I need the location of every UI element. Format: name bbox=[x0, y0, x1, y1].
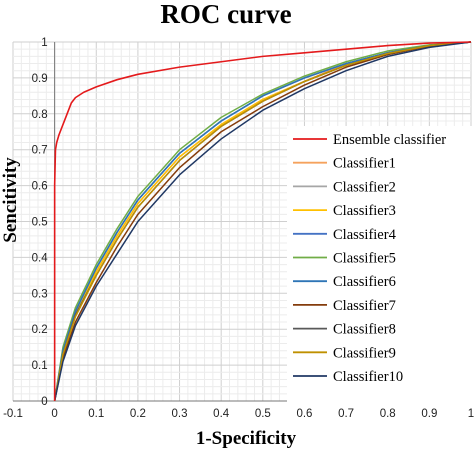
legend-entry: Classifier7 bbox=[333, 298, 396, 314]
legend-entry: Classifier9 bbox=[333, 345, 396, 361]
y-tick-label: 0.5 bbox=[32, 217, 48, 229]
series-line-classifier7 bbox=[53, 41, 472, 402]
series-group bbox=[53, 41, 472, 402]
series-line-classifier5 bbox=[53, 41, 472, 402]
legend-entry: Classifier5 bbox=[333, 251, 396, 267]
y-tick-label: 1 bbox=[41, 37, 47, 49]
x-tick-label: 0.7 bbox=[338, 408, 354, 420]
series-line-ensemble-classifier bbox=[53, 41, 472, 401]
series-line-classifier9 bbox=[53, 41, 472, 402]
y-tick-label: 0.6 bbox=[32, 181, 48, 193]
y-tick-label: 0 bbox=[41, 396, 47, 408]
x-tick-label: 0.1 bbox=[88, 408, 104, 420]
y-tick-label: 0.4 bbox=[32, 252, 49, 264]
chart-title: ROC curve bbox=[160, 0, 291, 29]
tick-labels: -0.1 0 0.1 0.2 0.3 0.4 0.5 0.6 0.7 0.8 0.9 1 0 0.1 0.2… bbox=[3, 37, 474, 420]
legend-entry: Classifier3 bbox=[333, 203, 396, 219]
legend-entry: Classifier10 bbox=[333, 369, 403, 385]
y-tick-label: 0.2 bbox=[32, 324, 48, 336]
legend-entry: Classifier2 bbox=[333, 179, 396, 195]
x-tick-label: 0.3 bbox=[172, 408, 188, 420]
legend: Ensemble classifier Classifier1 Classifier… bbox=[287, 126, 472, 402]
legend-box bbox=[287, 126, 472, 402]
x-tick-label: 1 bbox=[468, 408, 474, 420]
legend-entry: Classifier8 bbox=[333, 322, 396, 338]
x-axis-title: 1-Specificity bbox=[196, 428, 297, 449]
y-axis-title: Sencitivity bbox=[0, 157, 21, 243]
x-tick-label: -0.1 bbox=[3, 408, 23, 420]
x-tick-label: 0.5 bbox=[255, 408, 271, 420]
x-tick-label: 0.4 bbox=[213, 408, 230, 420]
x-tick-label: 0.2 bbox=[130, 408, 146, 420]
legend-entry: Ensemble classifier bbox=[333, 132, 446, 148]
x-tick-label: 0.9 bbox=[421, 408, 437, 420]
legend-entry: Classifier4 bbox=[333, 227, 397, 243]
series-line-classifier6 bbox=[53, 41, 472, 402]
y-tick-label: 0.9 bbox=[32, 73, 48, 85]
series-line-classifier10 bbox=[53, 41, 472, 402]
legend-entry: Classifier1 bbox=[333, 156, 396, 172]
y-tick-label: 0.3 bbox=[32, 288, 48, 300]
legend-entry: Classifier6 bbox=[333, 274, 396, 290]
y-tick-label: 0.1 bbox=[32, 360, 48, 372]
x-tick-label: 0.6 bbox=[296, 408, 312, 420]
x-tick-label: 0 bbox=[51, 408, 57, 420]
y-tick-label: 0.8 bbox=[32, 109, 48, 121]
x-tick-label: 0.8 bbox=[380, 408, 396, 420]
y-tick-label: 0.7 bbox=[32, 145, 48, 157]
